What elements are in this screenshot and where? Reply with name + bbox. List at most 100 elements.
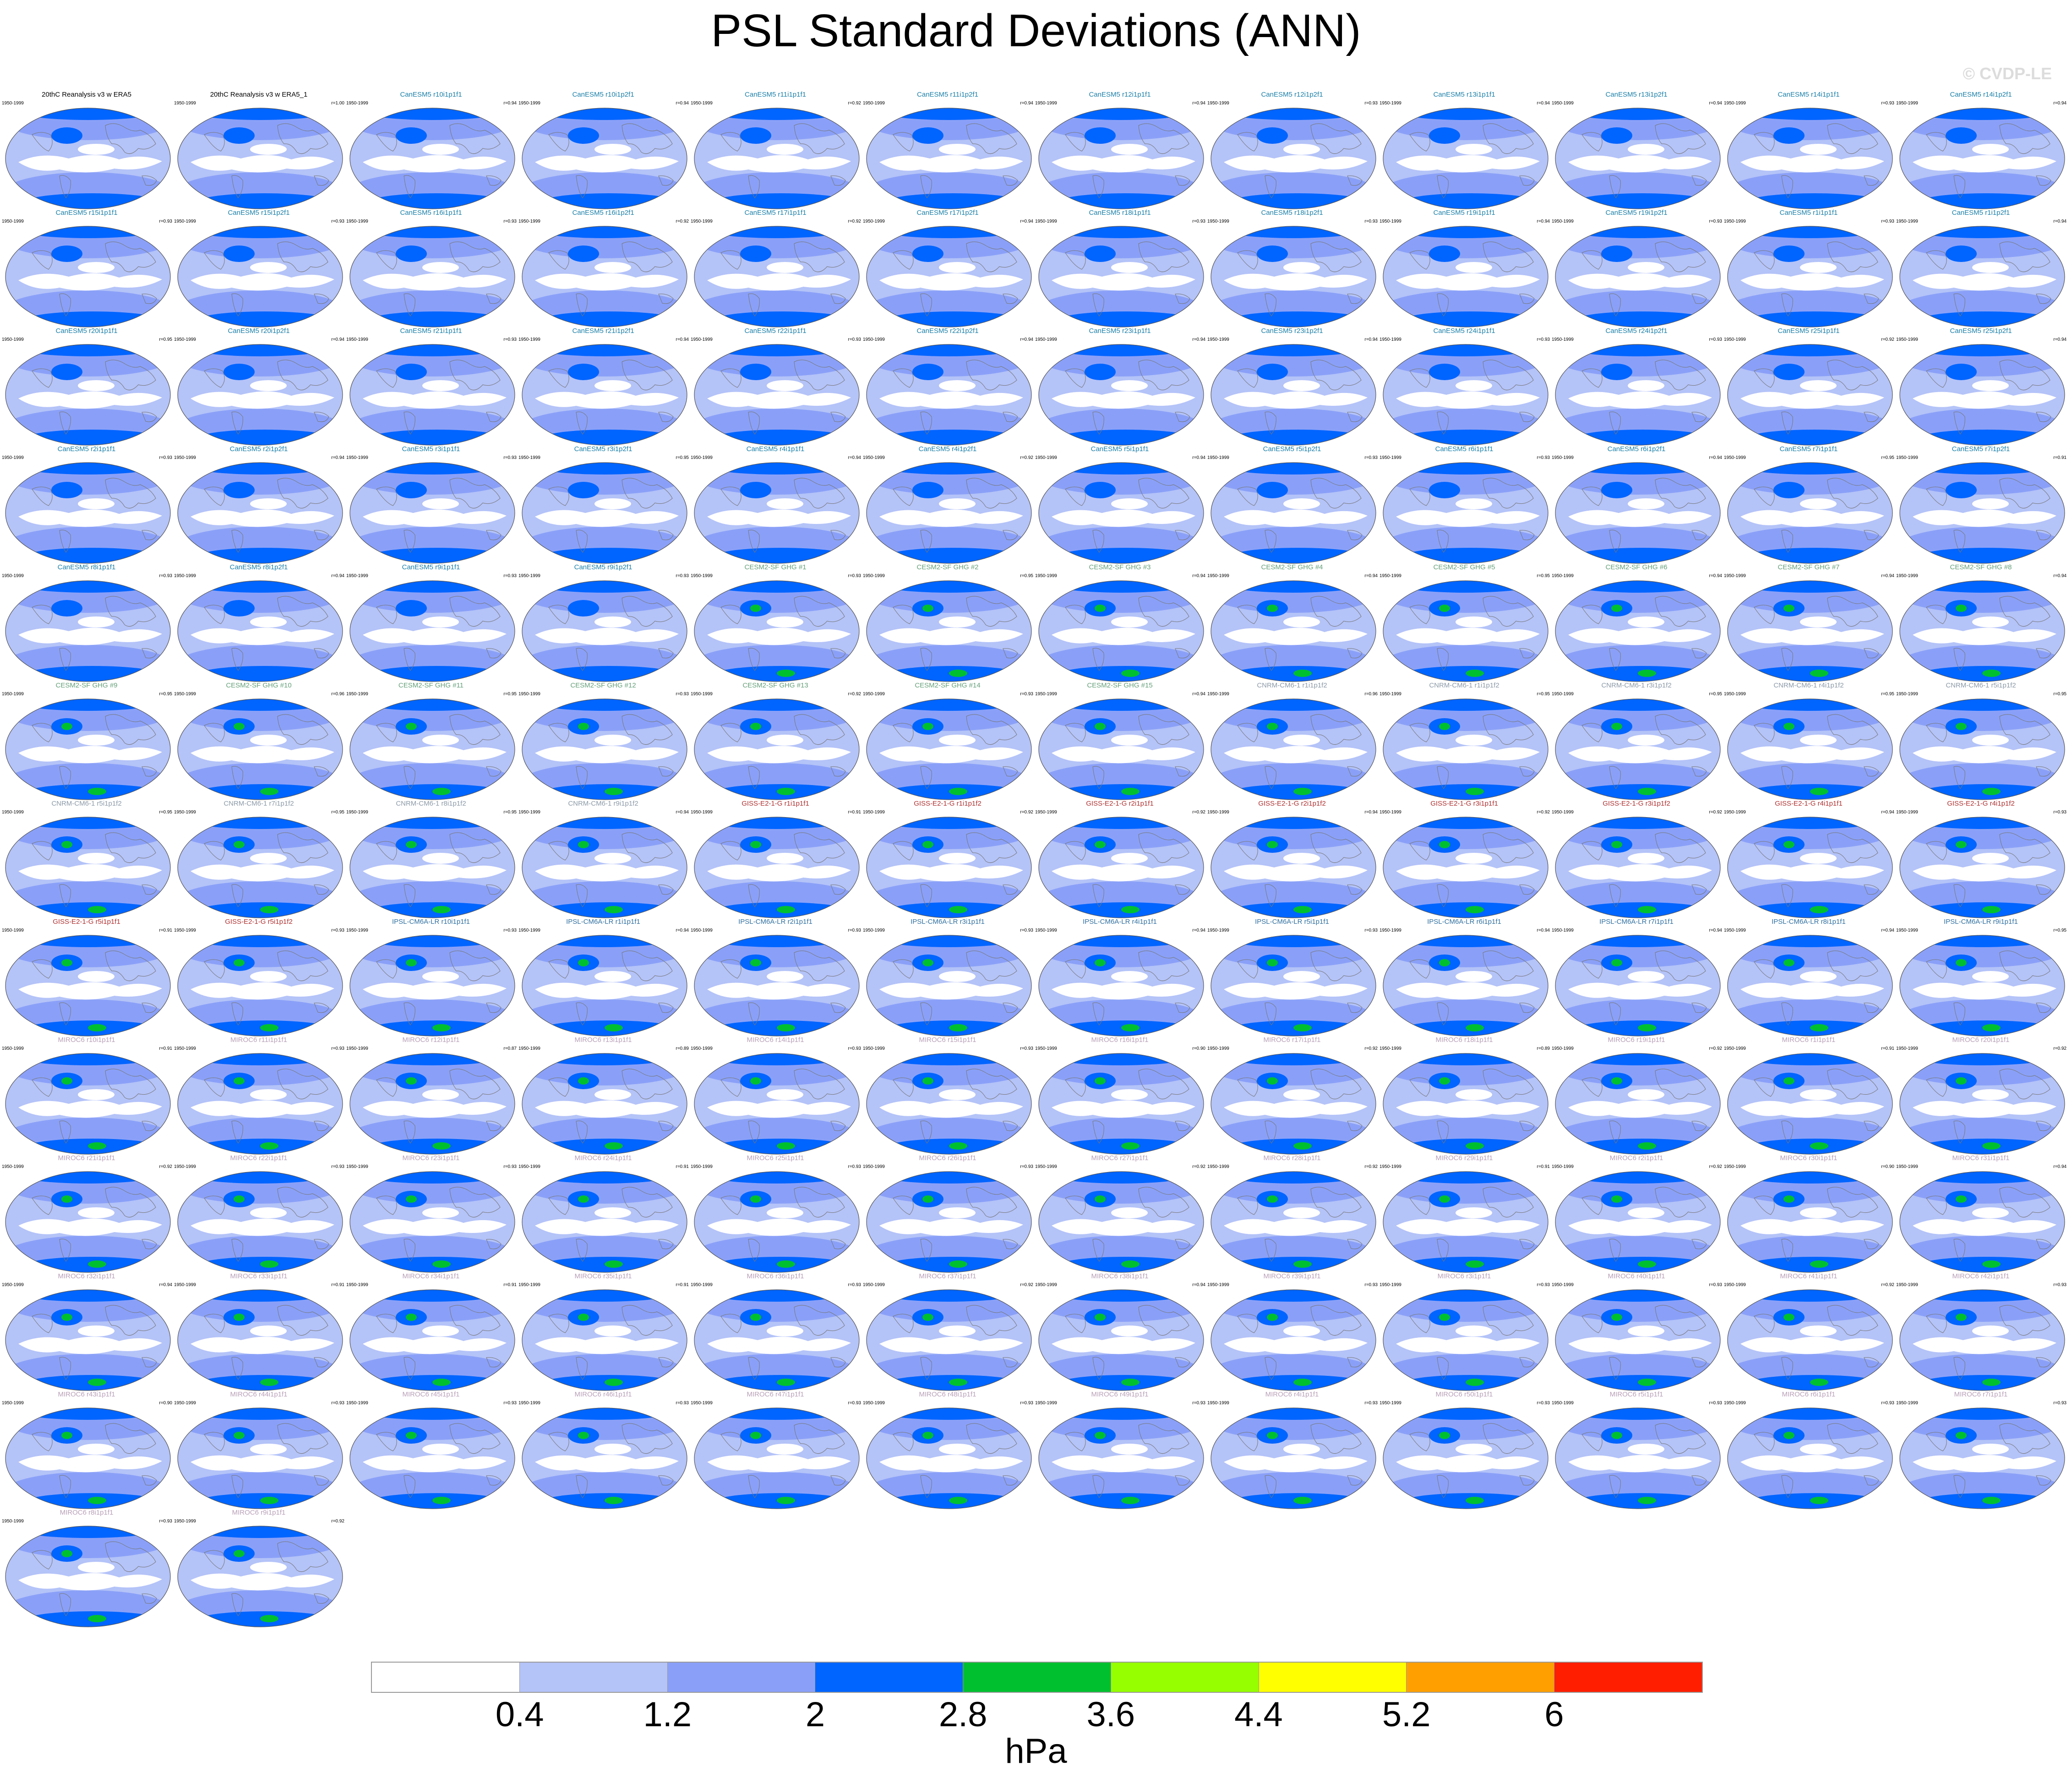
map-panel: MIROC6 r10i1p1f1 1950-1999 r=0.91 [1,1036,172,1155]
map-panel: CanESM5 r7i1p1f1 1950-1999 r=0.95 [1723,445,1894,564]
map-panel: CESM2-SF GHG #5 1950-1999 r=0.95 [1379,563,1550,682]
panel-title: CNRM-CM6-1 r1i1p1f2 [1257,682,1327,689]
panel-title: MIROC6 r24i1p1f1 [574,1154,632,1162]
panel-correlation: r=0.93 [159,573,172,578]
map-panel: CNRM-CM6-1 r5i1p1f2 1950-1999 r=0.95 [1,800,172,919]
colorbar [371,1662,1703,1693]
panel-period: 1950-1999 [518,455,540,460]
panel-correlation: r=0.89 [1537,1046,1550,1051]
panel-title: CanESM5 r25i1p2f1 [1950,327,2012,335]
panel-period: 1950-1999 [1552,1164,1574,1169]
panel-period: 1950-1999 [691,1282,713,1287]
map-panel: CanESM5 r16i1p2f1 1950-1999 r=0.92 [518,209,689,328]
map-panel: CanESM5 r2i1p1f1 1950-1999 r=0.93 [1,445,172,564]
panel-correlation: r=0.94 [331,455,344,460]
panel-period: 1950-1999 [2,101,24,106]
panel-correlation: r=0.93 [1020,1046,1033,1051]
panel-correlation: r=0.94 [1020,101,1033,106]
panel-title: CanESM5 r5i1p1f1 [1091,445,1149,453]
globe-map-icon [1899,1171,2065,1273]
globe-map-icon [1727,1407,1893,1509]
panel-period: 1950-1999 [1035,810,1057,815]
map-panel: CESM2-SF GHG #1 1950-1999 r=0.93 [690,563,861,682]
globe-map-icon [1555,1289,1721,1391]
panel-title: GISS-E2-1-G r5i1p1f1 [53,918,120,926]
globe-map-icon [866,1053,1032,1155]
panel-correlation: r=0.91 [1881,1046,1894,1051]
panel-period: 1950-1999 [1552,1282,1574,1287]
globe-map-icon [177,108,343,209]
panel-title: CanESM5 r4i1p2f1 [918,445,977,453]
panel-period: 1950-1999 [174,810,196,815]
panel-correlation: r=0.95 [2053,928,2067,933]
map-panel: MIROC6 r50i1p1f1 1950-1999 r=0.93 [1379,1391,1550,1510]
globe-map-icon [1383,935,1549,1036]
panel-period: 1950-1999 [346,1164,368,1169]
panel-period: 1950-1999 [2,455,24,460]
panel-period: 1950-1999 [2,573,24,578]
globe-map-icon [694,1407,860,1509]
panel-title: IPSL-CM6A-LR r2i1p1f1 [738,918,812,926]
map-panel: CanESM5 r14i1p1f1 1950-1999 r=0.93 [1723,91,1894,210]
globe-map-icon [5,817,171,918]
panel-title: CESM2-SF GHG #6 [1605,563,1668,571]
panel-period: 1950-1999 [1207,455,1229,460]
panel-period: 1950-1999 [1552,692,1574,697]
globe-map-icon [5,108,171,209]
panel-period: 1950-1999 [174,1519,196,1524]
panel-correlation: r=0.92 [1020,810,1033,815]
panel-correlation: r=0.93 [503,337,517,342]
panel-title: IPSL-CM6A-LR r5i1p1f1 [1255,918,1329,926]
watermark-text: © CVDP-LE [1963,64,2052,83]
globe-map-icon [177,580,343,682]
panel-period: 1950-1999 [346,337,368,342]
panel-correlation: r=0.95 [1881,692,1894,697]
map-panel: CESM2-SF GHG #11 1950-1999 r=0.95 [345,682,517,801]
panel-title: MIROC6 r9i1p1f1 [232,1509,286,1516]
map-panel: CanESM5 r12i1p2f1 1950-1999 r=0.93 [1206,91,1378,210]
globe-map-icon [1210,1407,1376,1509]
panel-title: CanESM5 r7i1p2f1 [1952,445,2010,453]
panel-title: CanESM5 r8i1p2f1 [229,563,288,571]
colorbar-box [1259,1663,1407,1692]
panel-period: 1950-1999 [1552,1401,1574,1406]
map-panel: CanESM5 r14i1p2f1 1950-1999 r=0.94 [1895,91,2067,210]
globe-map-icon [5,462,171,564]
globe-map-icon [5,344,171,446]
map-panel: MIROC6 r47i1p1f1 1950-1999 r=0.93 [690,1391,861,1510]
panel-period: 1950-1999 [1035,692,1057,697]
panel-period: 1950-1999 [1896,573,1918,578]
panel-title: CanESM5 r24i1p1f1 [1433,327,1495,335]
globe-map-icon [349,817,515,918]
colorbar-box [815,1663,964,1692]
panel-period: 1950-1999 [691,573,713,578]
panel-title: CanESM5 r12i1p1f1 [1089,91,1151,98]
colorbar-tick-label: 2 [805,1695,825,1734]
panel-period: 1950-1999 [863,101,885,106]
panel-correlation: r=0.95 [676,455,689,460]
globe-map-icon [866,462,1032,564]
panel-period: 1950-1999 [1380,692,1401,697]
globe-map-icon [1555,935,1721,1036]
panel-correlation: r=0.93 [503,573,517,578]
map-panel: MIROC6 r18i1p1f1 1950-1999 r=0.89 [1379,1036,1550,1155]
map-panel: IPSL-CM6A-LR r2i1p1f1 1950-1999 r=0.93 [690,918,861,1037]
panel-correlation: r=0.91 [331,1282,344,1287]
panel-title: MIROC6 r40i1p1f1 [1608,1272,1665,1280]
map-panel: IPSL-CM6A-LR r8i1p1f1 1950-1999 r=0.94 [1723,918,1894,1037]
panel-title: MIROC6 r18i1p1f1 [1435,1036,1493,1044]
panel-correlation: r=0.93 [1537,337,1550,342]
map-panel: CESM2-SF GHG #2 1950-1999 r=0.95 [862,563,1033,682]
panel-correlation: r=0.94 [1881,810,1894,815]
map-panel: CanESM5 r2i1p2f1 1950-1999 r=0.94 [173,445,344,564]
panel-title: MIROC6 r50i1p1f1 [1435,1391,1493,1398]
map-panel: CanESM5 r21i1p1f1 1950-1999 r=0.93 [345,327,517,446]
panel-title: CanESM5 r12i1p2f1 [1261,91,1323,98]
globe-map-icon [522,1289,687,1391]
panel-correlation: r=0.93 [1020,692,1033,697]
panel-correlation: r=0.94 [1192,573,1205,578]
colorbar-box [519,1663,668,1692]
globe-map-icon [522,344,687,446]
panel-title: CESM2-SF GHG #11 [398,682,464,689]
globe-map-icon [177,1289,343,1391]
